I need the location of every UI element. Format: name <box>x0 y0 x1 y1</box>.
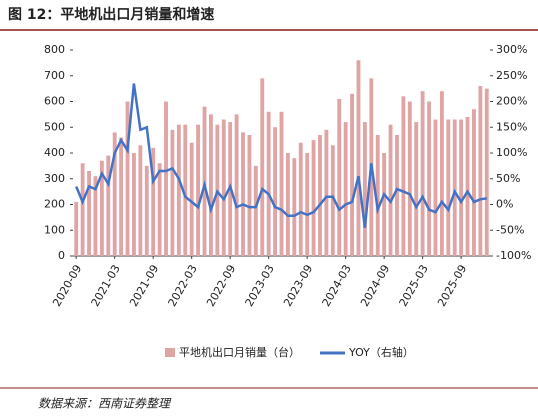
y2-tick-label: -100% <box>496 249 531 262</box>
bar <box>375 134 380 256</box>
y2-tick-label: 200% <box>496 95 527 108</box>
y-tick-label: 200 <box>44 198 65 211</box>
bar <box>439 91 444 256</box>
bar <box>189 142 194 256</box>
bar <box>459 119 464 257</box>
bar <box>292 158 297 256</box>
bar <box>106 155 111 256</box>
chart-title: 图 12：平地机出口月销量和增速 <box>8 6 214 23</box>
bar <box>395 134 399 256</box>
bar <box>414 122 419 256</box>
bar <box>99 160 104 256</box>
bar <box>465 116 470 256</box>
bar <box>427 101 431 256</box>
bar <box>484 88 489 256</box>
x-tick-label: 2025-03 <box>397 263 431 309</box>
bar <box>298 142 303 256</box>
bar <box>388 124 393 256</box>
bar <box>144 165 149 256</box>
bar <box>93 176 98 256</box>
bar <box>260 78 265 256</box>
bar <box>433 119 438 257</box>
x-tick-label: 2022-03 <box>166 263 200 309</box>
y-tick-label: 800 <box>44 43 65 56</box>
bar <box>234 114 239 256</box>
x-tick-label: 2025-09 <box>435 263 469 309</box>
y-tick-label: 0 <box>58 249 65 262</box>
bar <box>170 129 175 256</box>
bar <box>132 153 136 256</box>
x-tick-label: 2022-09 <box>204 263 238 309</box>
bar <box>478 86 483 256</box>
source: 数据来源：西南证券整理 <box>38 397 172 411</box>
bar <box>420 91 425 256</box>
y2-tick-label: 150% <box>496 120 527 133</box>
bar <box>74 201 79 256</box>
bar <box>183 124 188 256</box>
x-tick-label: 2023-03 <box>243 263 277 309</box>
bar <box>305 153 310 256</box>
bar <box>176 124 181 256</box>
bar <box>119 137 124 256</box>
bar <box>253 165 258 256</box>
bar <box>196 124 201 256</box>
y2-tick-label: 50% <box>496 172 520 185</box>
bar <box>472 109 476 256</box>
x-tick-label: 2021-03 <box>89 263 123 309</box>
bar <box>382 153 387 256</box>
legend-swatch <box>165 348 175 357</box>
bar <box>125 101 130 256</box>
bar <box>273 127 278 256</box>
y2-tick-label: -50% <box>496 223 524 236</box>
x-tick-label: 2021-09 <box>127 263 161 309</box>
bar <box>356 60 361 256</box>
bar <box>279 111 284 256</box>
legend-label: 平地机出口月销量（台） <box>179 345 300 359</box>
bar <box>350 93 354 257</box>
bar <box>164 101 168 256</box>
bar <box>330 145 335 256</box>
bar <box>401 96 406 256</box>
bar <box>318 134 322 256</box>
bar <box>343 122 348 256</box>
y-tick-label: 100 <box>44 223 65 236</box>
bar <box>138 145 143 256</box>
bar <box>151 147 156 256</box>
bar <box>446 119 451 257</box>
y-tick-label: 600 <box>44 95 65 108</box>
y-tick-label: 500 <box>44 120 65 133</box>
y2-tick-label: 250% <box>496 69 527 82</box>
bar <box>266 111 271 256</box>
bar <box>157 163 162 256</box>
legend-label: YOY（右轴） <box>348 345 414 359</box>
bar <box>452 119 457 257</box>
y-tick-label: 300 <box>44 172 65 185</box>
y2-tick-label: 300% <box>496 43 527 56</box>
x-tick-label: 2023-09 <box>281 263 315 309</box>
x-tick-label: 2020-09 <box>50 263 84 309</box>
bar <box>241 132 245 256</box>
bar <box>80 163 85 256</box>
bar <box>362 122 367 256</box>
bar <box>247 134 252 256</box>
y2-tick-label: 100% <box>496 146 527 159</box>
bar <box>311 140 316 256</box>
x-tick-label: 2024-09 <box>358 263 392 309</box>
bar <box>87 171 91 256</box>
bar <box>407 101 412 256</box>
y2-tick-label: 0% <box>496 198 513 211</box>
bar <box>221 119 226 257</box>
bar <box>285 153 290 256</box>
yoy-line <box>75 83 487 228</box>
y-tick-label: 700 <box>44 69 65 82</box>
bar <box>209 114 213 256</box>
bar <box>112 132 117 256</box>
y-tick-label: 400 <box>44 146 65 159</box>
x-tick-label: 2024-03 <box>320 263 354 309</box>
bar <box>337 98 342 256</box>
bar <box>324 129 329 256</box>
